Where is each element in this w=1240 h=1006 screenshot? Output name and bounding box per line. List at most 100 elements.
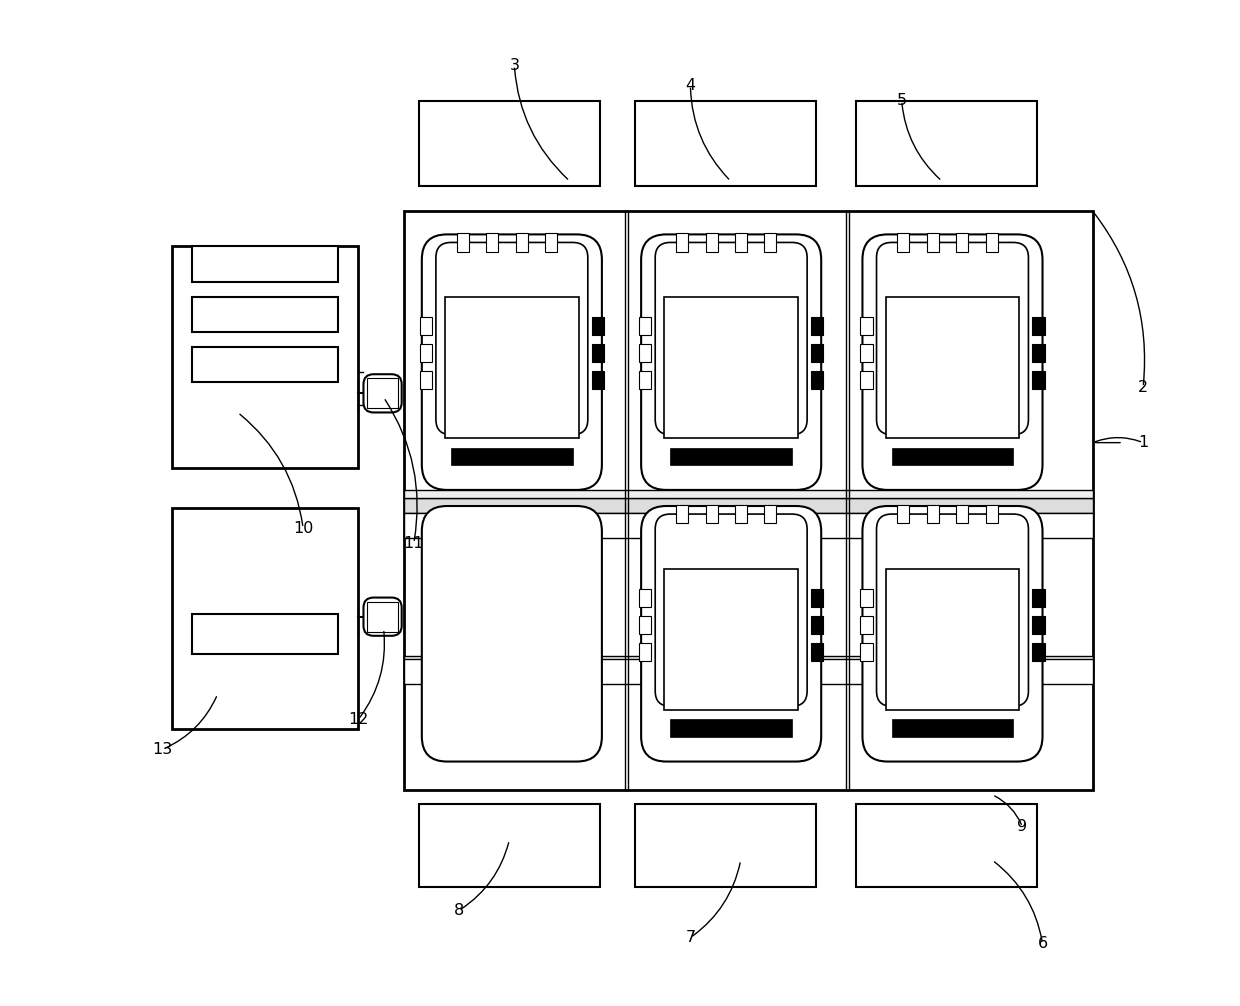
Text: 3: 3 — [510, 58, 520, 72]
Bar — [735, 233, 746, 252]
FancyBboxPatch shape — [363, 598, 402, 636]
FancyBboxPatch shape — [436, 242, 588, 435]
Bar — [665, 568, 797, 710]
Text: 10: 10 — [293, 521, 314, 535]
Bar — [676, 233, 688, 252]
Text: 9: 9 — [1017, 820, 1028, 834]
Bar — [404, 490, 1092, 498]
Text: 11: 11 — [403, 536, 424, 550]
Text: 6: 6 — [1038, 937, 1048, 951]
Bar — [1033, 344, 1044, 362]
Bar — [665, 297, 797, 439]
Bar — [404, 211, 1092, 790]
Bar — [420, 317, 432, 335]
FancyBboxPatch shape — [641, 234, 821, 490]
Text: 13: 13 — [153, 742, 172, 757]
Bar — [451, 448, 573, 466]
Bar — [986, 233, 998, 252]
Bar — [404, 664, 1092, 679]
Bar — [676, 505, 688, 523]
Bar — [764, 233, 776, 252]
FancyBboxPatch shape — [422, 506, 601, 762]
Bar — [811, 589, 823, 607]
Bar — [639, 344, 651, 362]
Bar — [1033, 616, 1044, 634]
FancyBboxPatch shape — [863, 234, 1043, 490]
Bar — [857, 804, 1038, 887]
Bar — [456, 233, 469, 252]
Bar — [172, 508, 358, 729]
FancyBboxPatch shape — [641, 506, 821, 762]
Bar — [635, 804, 816, 887]
Bar — [404, 513, 1092, 538]
Bar — [639, 616, 651, 634]
Text: 4: 4 — [686, 78, 696, 93]
Bar — [192, 614, 339, 654]
Bar — [192, 246, 339, 282]
Text: 8: 8 — [454, 903, 464, 917]
Bar — [926, 505, 939, 523]
Bar — [635, 101, 816, 186]
Bar — [898, 233, 909, 252]
Bar — [986, 505, 998, 523]
Bar — [367, 602, 398, 632]
Text: 1: 1 — [1138, 436, 1148, 450]
Bar — [172, 246, 358, 468]
Bar — [671, 448, 792, 466]
Bar — [885, 297, 1019, 439]
Bar — [735, 505, 746, 523]
Bar — [404, 498, 1092, 513]
Bar — [639, 589, 651, 607]
Bar — [926, 233, 939, 252]
Bar — [811, 371, 823, 389]
FancyBboxPatch shape — [655, 242, 807, 435]
Bar — [764, 505, 776, 523]
Text: 7: 7 — [686, 931, 696, 945]
Bar — [419, 101, 600, 186]
Bar — [420, 344, 432, 362]
FancyBboxPatch shape — [877, 242, 1028, 435]
Text: 5: 5 — [897, 94, 906, 108]
Bar — [861, 589, 873, 607]
FancyBboxPatch shape — [655, 514, 807, 706]
Bar — [591, 371, 604, 389]
Bar — [420, 371, 432, 389]
Bar — [639, 371, 651, 389]
Bar — [1033, 371, 1044, 389]
Bar — [861, 317, 873, 335]
Bar — [861, 344, 873, 362]
Bar — [367, 378, 398, 408]
Bar — [811, 616, 823, 634]
FancyBboxPatch shape — [422, 234, 601, 490]
Bar — [1033, 317, 1044, 335]
FancyBboxPatch shape — [363, 374, 402, 412]
Bar — [706, 505, 718, 523]
Bar — [898, 505, 909, 523]
Bar — [419, 804, 600, 887]
Bar — [892, 719, 1013, 737]
Bar — [516, 233, 528, 252]
Bar — [404, 656, 1092, 664]
Bar — [1033, 589, 1044, 607]
Bar — [671, 719, 792, 737]
Bar — [486, 233, 498, 252]
Bar — [861, 643, 873, 661]
Bar — [811, 643, 823, 661]
Bar — [546, 233, 557, 252]
Bar — [639, 643, 651, 661]
Text: 12: 12 — [348, 712, 368, 726]
Bar — [445, 297, 579, 439]
Bar — [892, 448, 1013, 466]
Bar — [591, 344, 604, 362]
Bar — [811, 317, 823, 335]
Bar — [861, 371, 873, 389]
Bar — [192, 347, 339, 382]
Bar — [192, 297, 339, 332]
FancyBboxPatch shape — [863, 506, 1043, 762]
Bar — [956, 233, 968, 252]
Bar — [639, 317, 651, 335]
Bar — [861, 616, 873, 634]
Bar — [1033, 643, 1044, 661]
Bar — [404, 659, 1092, 684]
Text: 2: 2 — [1138, 380, 1148, 394]
